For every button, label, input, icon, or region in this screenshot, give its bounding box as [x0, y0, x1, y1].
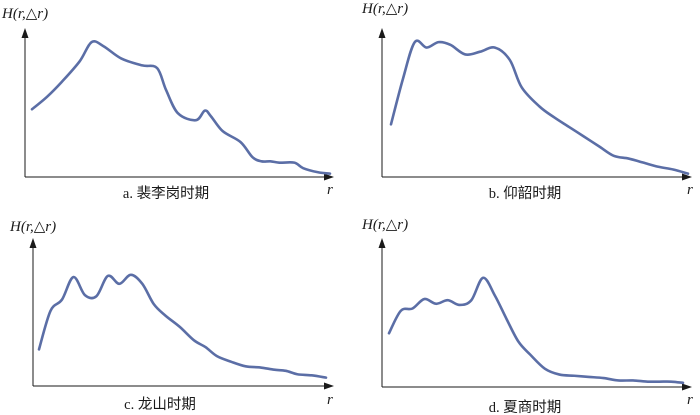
y-axis-arrow	[29, 238, 37, 248]
panel-caption: d. 夏商时期	[489, 399, 562, 415]
x-axis-label: r	[687, 182, 693, 198]
panel-caption: b. 仰韶时期	[489, 185, 562, 202]
series-line	[389, 39, 690, 175]
y-axis-label: H(r,△r)	[361, 217, 408, 233]
panel-caption: c. 龙山时期	[124, 396, 196, 413]
x-axis-arrow	[682, 173, 692, 181]
series-line	[387, 276, 685, 385]
series-line	[30, 40, 332, 175]
x-axis-label: r	[327, 392, 333, 408]
panel-4: H(r,△r) r d. 夏商时期	[361, 217, 693, 415]
y-axis-arrow	[21, 28, 29, 38]
y-axis-label: H(r,△r)	[1, 6, 48, 22]
panel-2: H(r,△r) r b. 仰韶时期	[361, 1, 693, 202]
x-axis-label: r	[327, 182, 333, 198]
panel-1: H(r,△r) r a. 裴李岗时期	[1, 6, 334, 202]
y-axis-arrow	[378, 238, 386, 248]
x-axis-arrow	[324, 173, 334, 181]
y-axis-arrow	[378, 28, 386, 38]
x-axis-arrow	[682, 383, 692, 391]
x-axis-label: r	[687, 392, 693, 408]
panel-caption: a. 裴李岗时期	[123, 185, 209, 202]
series-line	[37, 273, 328, 379]
y-axis-label: H(r,△r)	[361, 1, 408, 17]
x-axis-arrow	[324, 382, 334, 390]
y-axis-label: H(r,△r)	[9, 219, 56, 235]
panel-3: H(r,△r) r c. 龙山时期	[9, 219, 334, 413]
